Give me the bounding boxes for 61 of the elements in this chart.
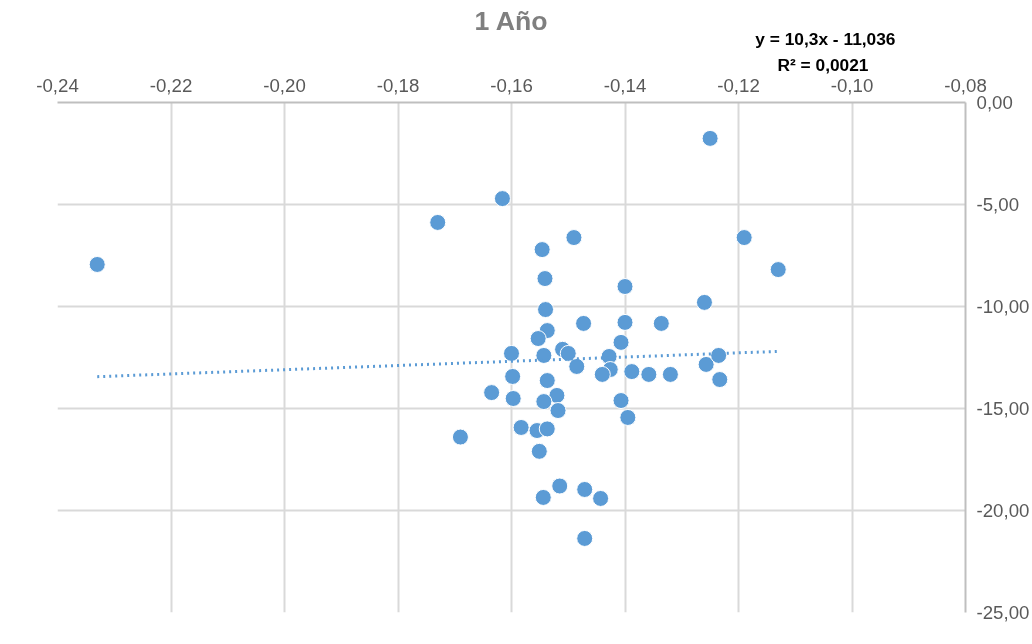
y-tick-label: -25,00	[976, 602, 1030, 623]
point	[697, 355, 715, 373]
x-tick-label: -0,16	[490, 74, 533, 96]
point	[429, 213, 447, 231]
point	[538, 372, 556, 390]
point	[512, 418, 530, 436]
point	[549, 402, 567, 420]
point	[534, 488, 552, 506]
y-tick-label: -5,00	[976, 194, 1020, 215]
point	[652, 314, 670, 332]
point	[504, 390, 522, 407]
point	[530, 442, 548, 460]
text: y = 10,3x - 11,036	[755, 28, 896, 49]
point	[616, 278, 634, 295]
point	[710, 346, 728, 364]
point	[593, 365, 611, 383]
point	[619, 408, 637, 426]
point	[616, 313, 634, 331]
point	[535, 393, 553, 411]
point	[538, 420, 556, 438]
x-tick-label: -0,18	[376, 74, 420, 96]
y-tick-label: -15,00	[976, 398, 1030, 419]
point	[576, 481, 594, 498]
x-tick-label: -0,24	[36, 74, 79, 96]
point	[592, 489, 610, 507]
text: R² = 0,0021	[777, 54, 869, 75]
point	[565, 229, 583, 247]
point	[529, 330, 547, 348]
point	[533, 241, 551, 259]
point	[551, 477, 569, 495]
point	[559, 344, 577, 362]
y-tick-label: -20,00	[976, 500, 1030, 521]
chart-title: 1 Año	[474, 5, 548, 36]
point	[451, 428, 469, 446]
point	[88, 255, 106, 273]
point	[504, 367, 522, 385]
point	[535, 346, 553, 364]
point	[661, 365, 679, 383]
x-tick-label: -0,14	[603, 74, 647, 96]
point	[701, 129, 719, 147]
point	[711, 371, 729, 389]
point	[695, 293, 713, 311]
point	[536, 270, 554, 288]
x-tick-label: -0,20	[263, 74, 306, 96]
point	[483, 384, 501, 402]
point	[640, 365, 658, 383]
point	[735, 229, 753, 247]
point	[623, 363, 641, 381]
point	[568, 357, 586, 375]
point	[503, 344, 520, 362]
point	[576, 529, 594, 547]
point	[612, 392, 630, 410]
point	[575, 314, 593, 332]
y-tick-label: -10,00	[976, 296, 1030, 317]
x-tick-label: -0,12	[717, 74, 760, 96]
x-tick-label: -0,22	[149, 74, 193, 96]
x-tick-label: -0,10	[830, 74, 874, 96]
point	[493, 190, 511, 208]
point	[537, 301, 555, 319]
point	[612, 333, 630, 351]
point	[769, 261, 787, 279]
